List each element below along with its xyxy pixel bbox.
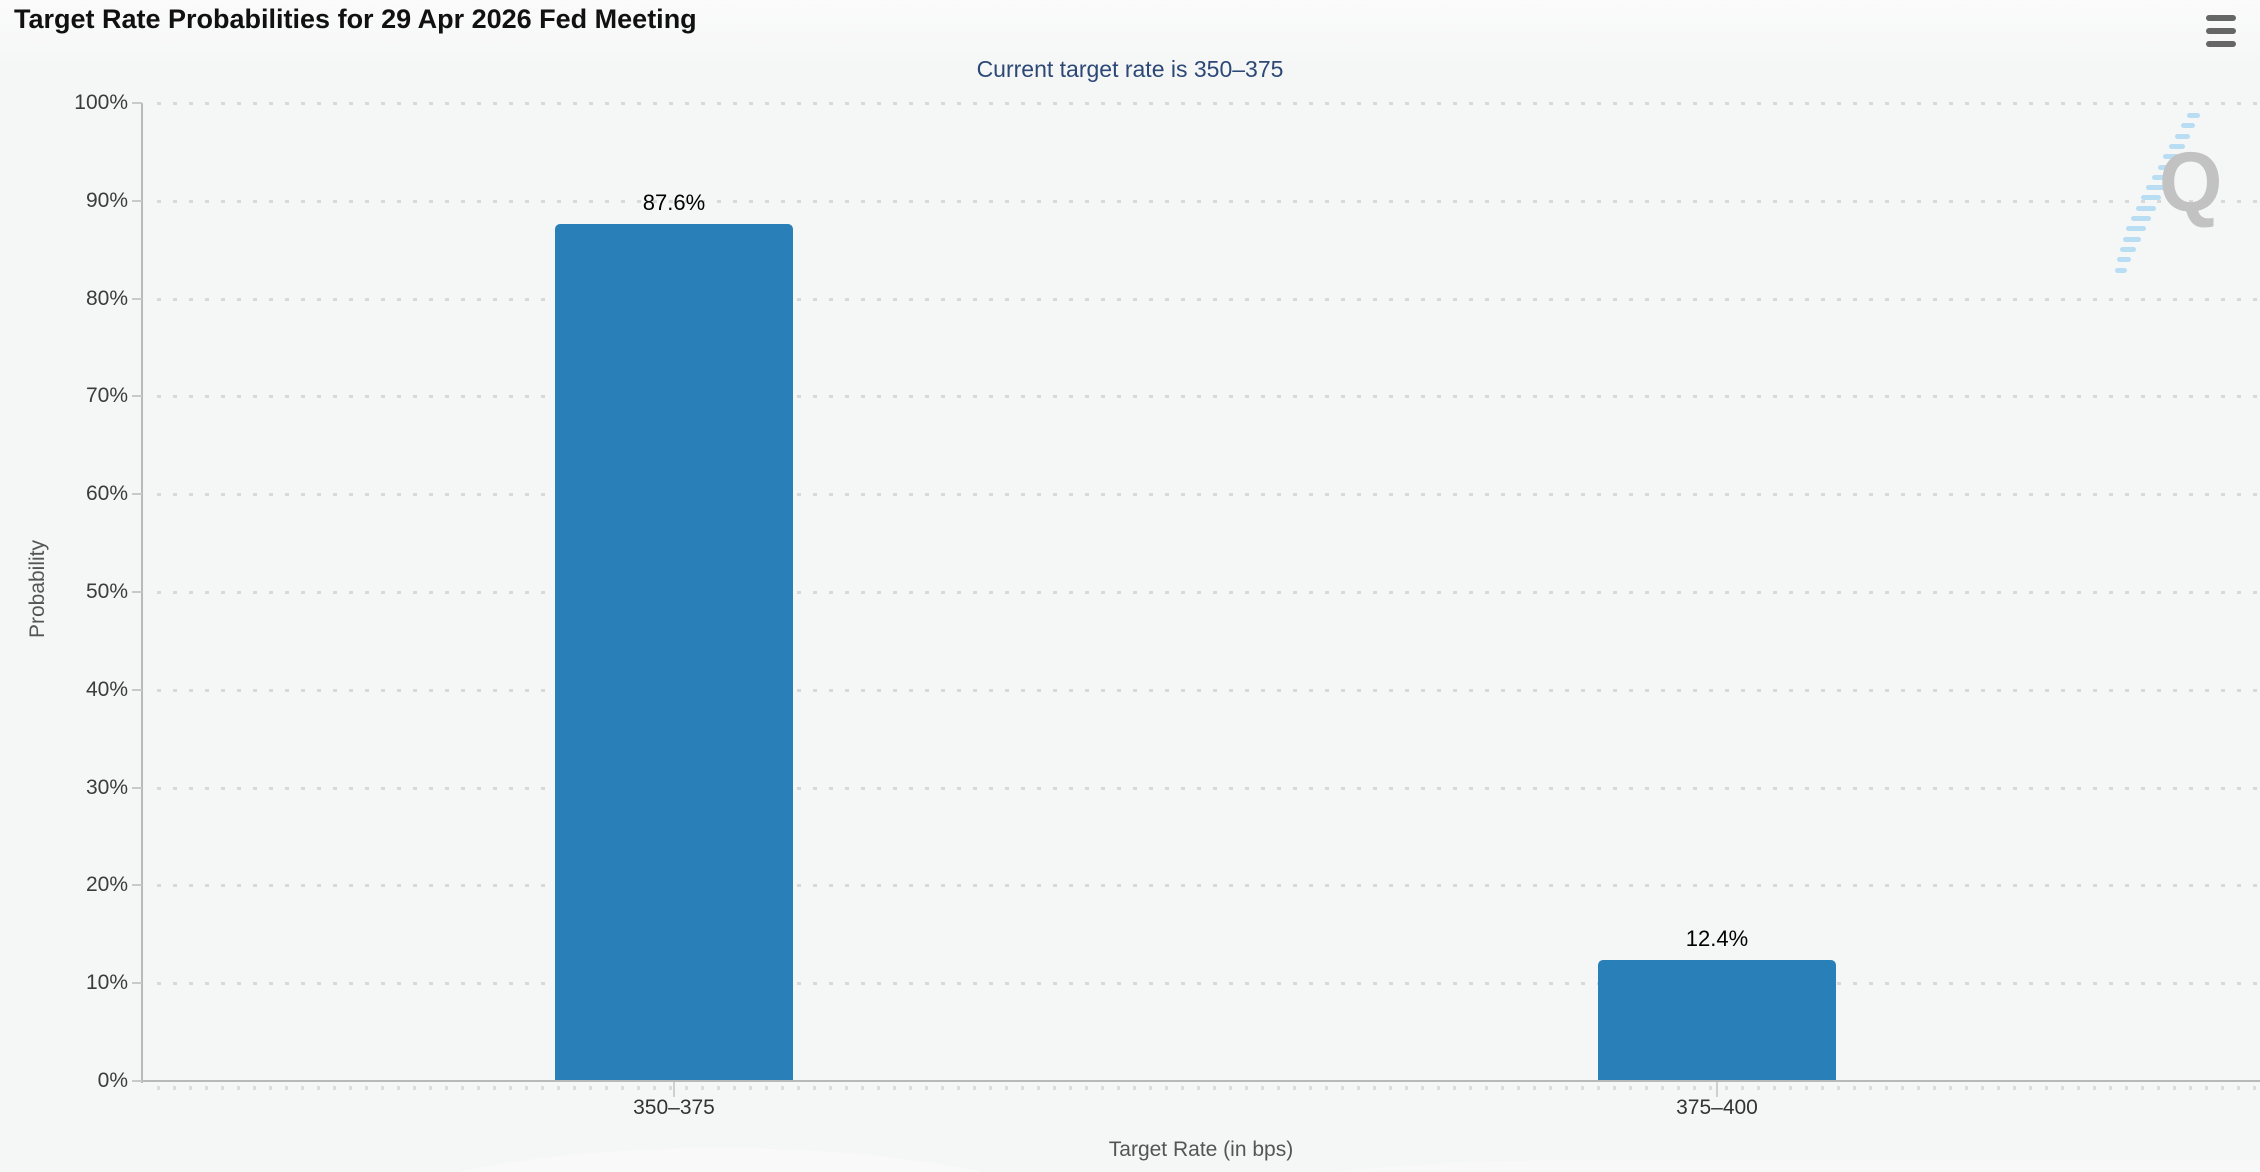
y-axis-tick-90 (132, 199, 142, 202)
hamburger-bar (2206, 41, 2236, 47)
watermark-hatch-dash (2126, 226, 2147, 232)
y-axis-tick-0 (132, 1080, 142, 1082)
bar-value-label-375–400: 12.4% (1685, 925, 1749, 951)
watermark-hatch-dash (2175, 133, 2191, 139)
y-gridline-40 (157, 688, 2260, 692)
y-gridline-30 (157, 786, 2260, 790)
y-tick-label-90: 90% (85, 188, 128, 212)
watermark-q-logo: Q (2158, 135, 2223, 229)
y-axis-tick-60 (132, 493, 142, 496)
watermark-hatch-dash (2145, 185, 2166, 191)
y-tick-label-0: 0% (97, 1069, 128, 1092)
y-axis-tick-100 (132, 102, 142, 104)
chart-subtitle: Current target rate is 350–375 (976, 56, 1284, 82)
watermark-hatch-dash (2117, 257, 2132, 263)
y-tick-label-20: 20% (85, 873, 128, 897)
y-axis-tick-40 (132, 688, 142, 691)
x-axis-tick-350–375 (673, 1082, 675, 1097)
y-tick-label-80: 80% (85, 286, 128, 310)
y-gridline-10 (157, 982, 2260, 986)
x-axis-tick-375–400 (1716, 1082, 1718, 1097)
watermark-hatch-dash (2114, 267, 2127, 273)
watermark-hatch-dash (2187, 113, 2200, 118)
watermark-hatch-dash (2135, 205, 2156, 211)
y-axis-tick-10 (132, 982, 142, 985)
y-tick-label-50: 50% (85, 580, 128, 603)
y-gridline-70 (157, 395, 2260, 399)
y-gridline-100 (157, 102, 2260, 105)
y-tick-label-40: 40% (85, 677, 128, 701)
y-tick-label-60: 60% (85, 482, 128, 506)
watermark-hatch-dash (2157, 164, 2176, 170)
bar-350–375 (555, 224, 793, 1080)
watermark-hatch-dash (2181, 123, 2196, 129)
y-axis-line (141, 103, 143, 1083)
y-tick-label-30: 30% (85, 775, 128, 799)
x-axis-title: Target Rate (in bps) (1108, 1138, 1294, 1161)
x-axis-minor-ticks (157, 1086, 2260, 1090)
watermark-hatch-dash (2151, 174, 2171, 180)
y-gridline-80 (157, 297, 2260, 301)
watermark-hatch-dash (2123, 236, 2142, 242)
bar-375–400 (1598, 959, 1836, 1080)
x-axis-line (141, 1080, 2260, 1082)
y-axis-tick-20 (132, 884, 142, 887)
y-gridline-60 (157, 493, 2260, 497)
hamburger-menu-icon[interactable] (2206, 15, 2236, 47)
hamburger-bar (2206, 28, 2236, 34)
watermark-hatch-dash (2120, 246, 2137, 252)
y-axis-tick-80 (132, 297, 142, 300)
y-axis-tick-50 (132, 591, 142, 593)
watermark-hatch-dash (2131, 216, 2151, 221)
x-category-label-350–375: 350–375 (633, 1096, 715, 1119)
y-gridline-90 (157, 199, 2260, 203)
y-tick-label-70: 70% (85, 384, 128, 408)
hamburger-bar (2206, 15, 2236, 21)
y-gridline-50 (157, 591, 2260, 594)
chart-title: Target Rate Probabilities for 29 Apr 202… (14, 4, 697, 34)
y-gridline-20 (157, 884, 2260, 888)
watermark-hatch-dash (2169, 143, 2186, 149)
y-tick-label-100: 100% (74, 91, 128, 114)
bar-value-label-350–375: 87.6% (642, 190, 706, 216)
watermark-hatch-dash (2163, 154, 2181, 160)
y-axis-tick-30 (132, 786, 142, 789)
y-axis-tick-70 (132, 395, 142, 398)
y-tick-label-10: 10% (85, 971, 128, 995)
x-category-label-375–400: 375–400 (1676, 1096, 1758, 1119)
quikstrike-watermark: Q (2080, 90, 2260, 300)
